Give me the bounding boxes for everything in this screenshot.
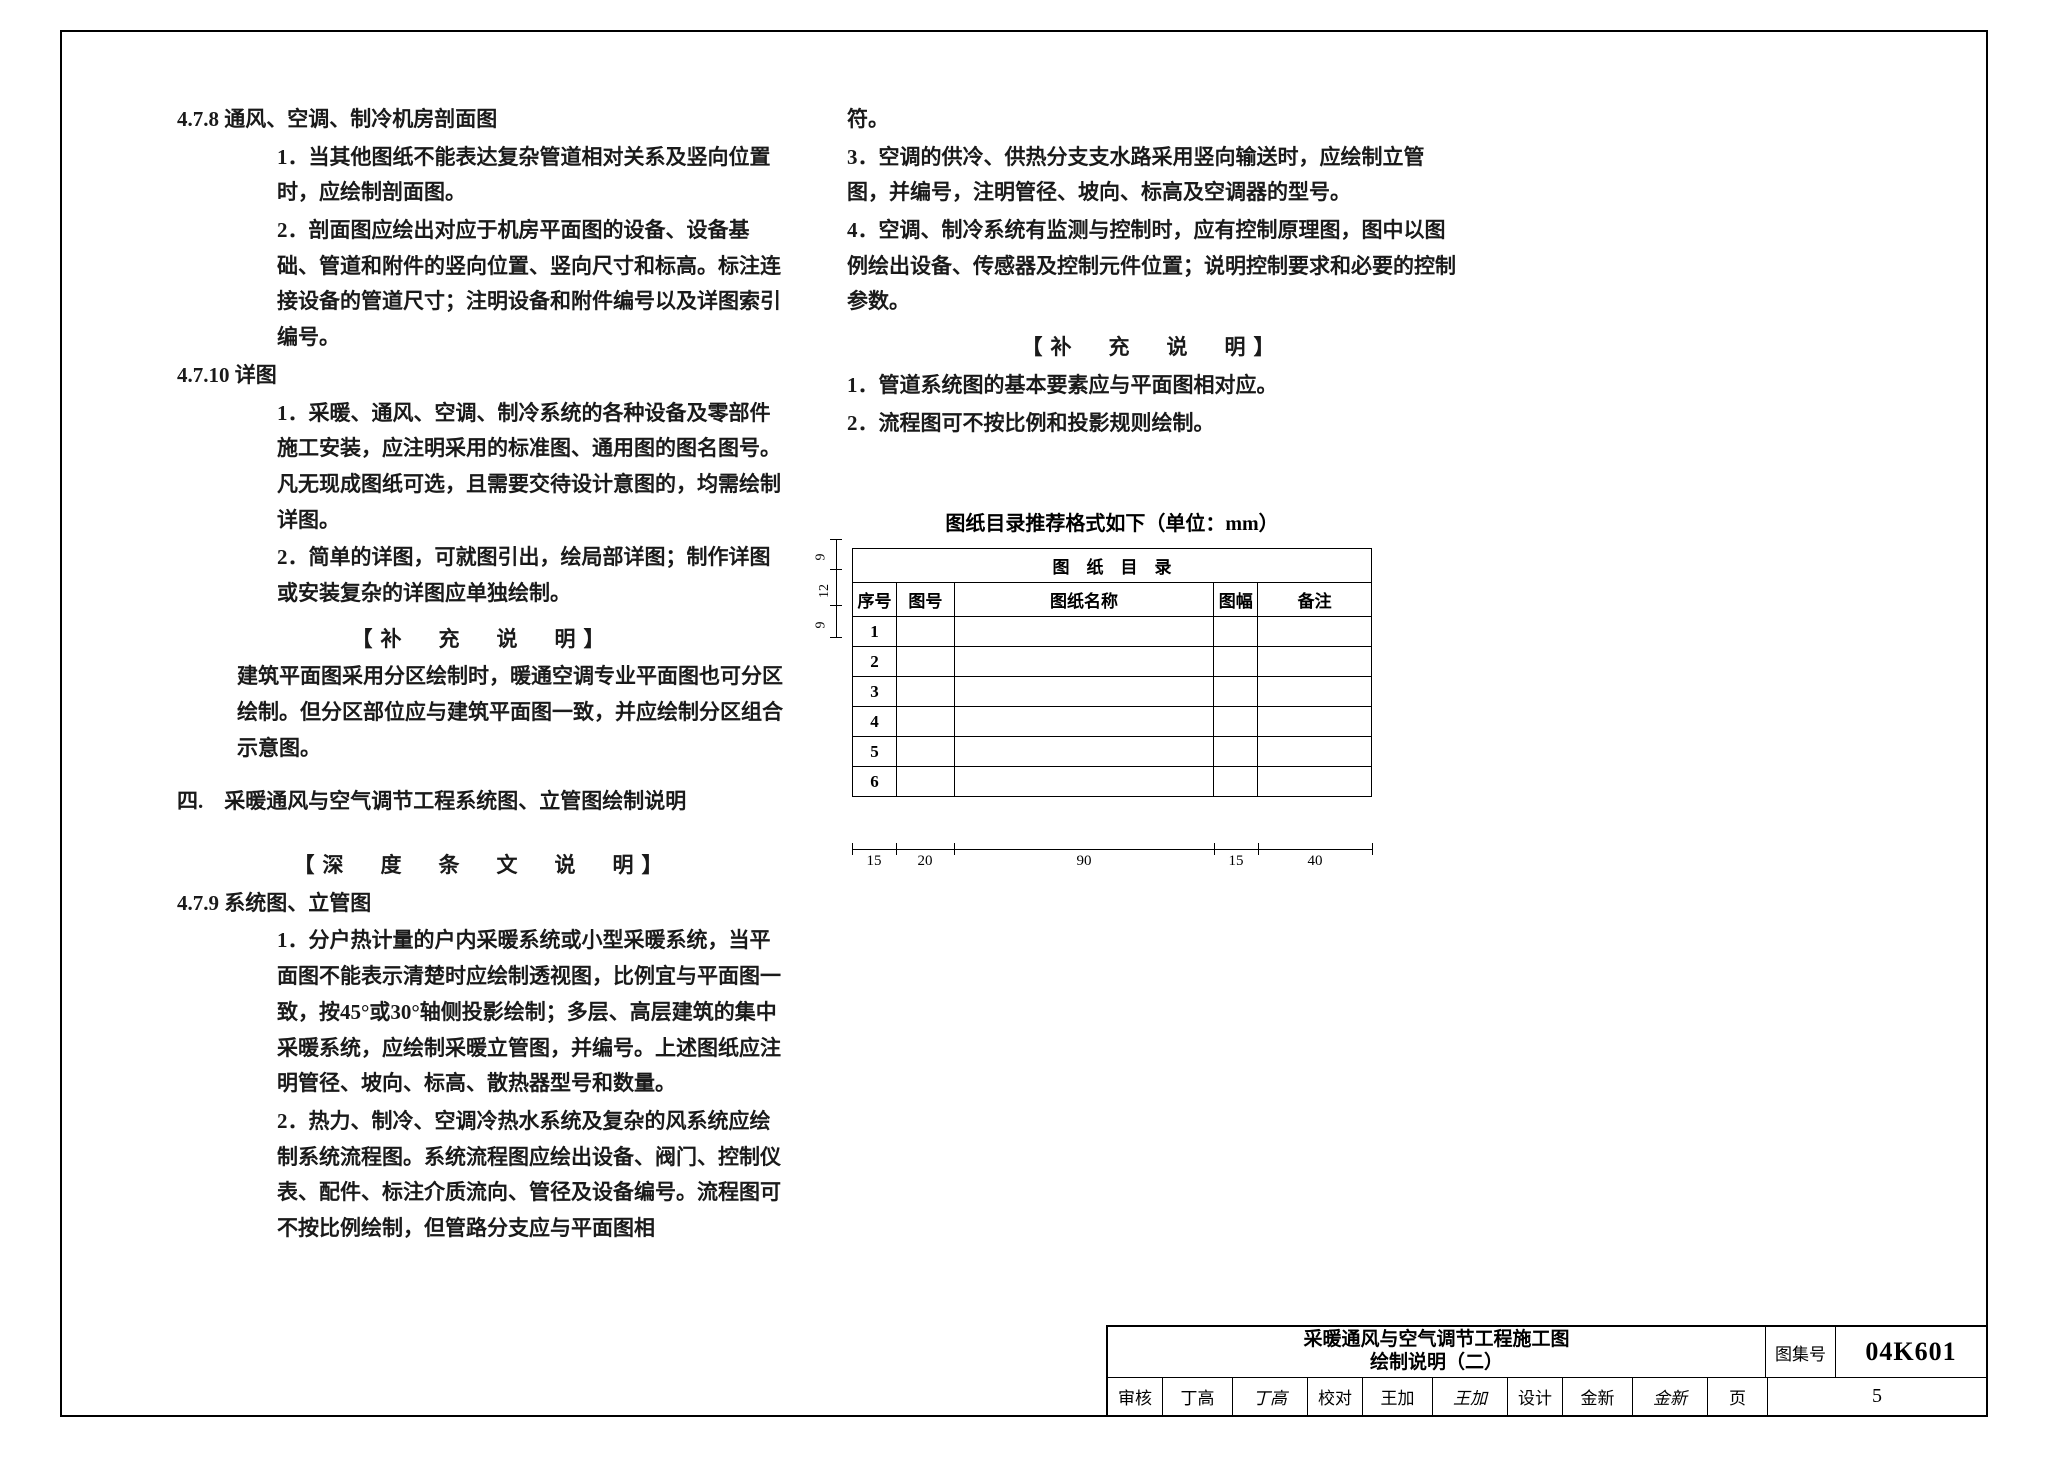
drawing-frame: 4.7.8 通风、空调、制冷机房剖面图 1．当其他图纸不能表达复杂管道相对关系及…	[60, 30, 1988, 1417]
table-title: 图 纸 目 录	[853, 549, 1372, 583]
dim-40: 40	[1308, 853, 1323, 870]
shenhe-lbl: 审核	[1108, 1378, 1163, 1415]
jiaodui-sig: 王加	[1433, 1378, 1508, 1415]
dim-9b: 9	[814, 622, 830, 629]
sec-479-3: 3．空调的供冷、供热分支支水路采用竖向输送时，应绘制立管图，并编号，注明管径、坡…	[847, 140, 1457, 211]
row-4: 4	[853, 707, 897, 737]
format-table: 图 纸 目 录 序号 图号 图纸名称 图幅 备注 1 2 3 4 5 6	[852, 548, 1372, 797]
table-header-row: 序号 图号 图纸名称 图幅 备注	[853, 583, 1372, 617]
supplement-title-2: 【补 充 说 明】	[847, 330, 1457, 366]
sec-4710-head: 4.7.10 详图	[177, 358, 787, 394]
sec-478-2: 2．剖面图应绘出对应于机房平面图的设备、设备基础、管道和附件的竖向位置、竖向尺寸…	[177, 213, 787, 356]
code-label: 图集号	[1766, 1327, 1836, 1377]
title-line1: 采暖通风与空气调节工程施工图	[1303, 1329, 1569, 1352]
supplement-title-1: 【补 充 说 明】	[177, 622, 787, 658]
th-1: 图号	[896, 583, 954, 617]
sec-478-head: 4.7.8 通风、空调、制冷机房剖面图	[177, 102, 787, 138]
sec-479-head: 4.7.9 系统图、立管图	[177, 886, 787, 922]
section-4-head: 四. 采暖通风与空气调节工程系统图、立管图绘制说明	[227, 784, 787, 820]
dim-bottom: 15 20 90 15 40	[852, 839, 1372, 869]
jiaodui-name: 王加	[1363, 1378, 1433, 1415]
sheji-lbl: 设计	[1508, 1378, 1563, 1415]
sec-478-1: 1．当其他图纸不能表达复杂管道相对关系及竖向位置时，应绘制剖面图。	[177, 140, 787, 211]
page-number: 5	[1768, 1378, 1986, 1415]
sheji-sig: 金新	[1633, 1378, 1708, 1415]
supplement-2-2: 2．流程图可不按比例和投影规则绘制。	[847, 406, 1457, 442]
page-lbl: 页	[1708, 1378, 1768, 1415]
row-2: 2	[853, 647, 897, 677]
supplement-2-1: 1．管道系统图的基本要素应与平面图相对应。	[847, 368, 1457, 404]
dim-15b: 15	[1229, 853, 1244, 870]
title-line2: 绘制说明（二）	[1370, 1352, 1503, 1375]
titleblock-row1: 采暖通风与空气调节工程施工图 绘制说明（二） 图集号 04K601	[1108, 1327, 1986, 1377]
depth-title: 【深 度 条 文 说 明】	[177, 848, 787, 884]
th-4: 备注	[1258, 583, 1372, 617]
drawing-title: 采暖通风与空气调节工程施工图 绘制说明（二）	[1108, 1327, 1766, 1377]
left-column: 4.7.8 通风、空调、制冷机房剖面图 1．当其他图纸不能表达复杂管道相对关系及…	[177, 102, 787, 1249]
th-2: 图纸名称	[954, 583, 1213, 617]
th-3: 图幅	[1214, 583, 1258, 617]
dim-90: 90	[1077, 853, 1092, 870]
sheji-name: 金新	[1563, 1378, 1633, 1415]
title-block: 采暖通风与空气调节工程施工图 绘制说明（二） 图集号 04K601 审核 丁高 …	[1106, 1325, 1986, 1415]
sec-479-2: 2．热力、制冷、空调冷热水系统及复杂的风系统应绘制系统流程图。系统流程图应绘出设…	[177, 1104, 787, 1247]
dim-20: 20	[918, 853, 933, 870]
sec-4710-2: 2．简单的详图，可就图引出，绘局部详图；制作详图或安装复杂的详图应单独绘制。	[177, 540, 787, 611]
format-table-wrap: 图纸目录推荐格式如下（单位：mm） 9 12 9 图 纸 目 录 序号 图号 图…	[812, 507, 1412, 797]
dim-9a: 9	[814, 554, 830, 561]
dim-12: 12	[817, 584, 833, 598]
th-0: 序号	[853, 583, 897, 617]
row-1: 1	[853, 617, 897, 647]
supplement-body-1: 建筑平面图采用分区绘制时，暖通空调专业平面图也可分区绘制。但分区部位应与建筑平面…	[177, 659, 787, 766]
table-caption: 图纸目录推荐格式如下（单位：mm）	[812, 507, 1412, 536]
drawing-code: 04K601	[1836, 1327, 1986, 1377]
shenhe-name: 丁高	[1163, 1378, 1233, 1415]
sec-4710-1: 1．采暖、通风、空调、制冷系统的各种设备及零部件施工安装，应注明采用的标准图、通…	[177, 396, 787, 539]
dim-left: 9 12 9	[822, 507, 850, 617]
jiaodui-lbl: 校对	[1308, 1378, 1363, 1415]
row-6: 6	[853, 767, 897, 797]
titleblock-row2: 审核 丁高 丁高 校对 王加 王加 设计 金新 金新 页 5	[1108, 1377, 1986, 1415]
sec-479-cont: 符。	[847, 102, 1457, 138]
shenhe-sig: 丁高	[1233, 1378, 1308, 1415]
row-3: 3	[853, 677, 897, 707]
dim-15a: 15	[867, 853, 882, 870]
sec-479-4: 4．空调、制冷系统有监测与控制时，应有控制原理图，图中以图例绘出设备、传感器及控…	[847, 213, 1457, 320]
row-5: 5	[853, 737, 897, 767]
sec-479-1: 1．分户热计量的户内采暖系统或小型采暖系统，当平面图不能表示清楚时应绘制透视图，…	[177, 923, 787, 1101]
